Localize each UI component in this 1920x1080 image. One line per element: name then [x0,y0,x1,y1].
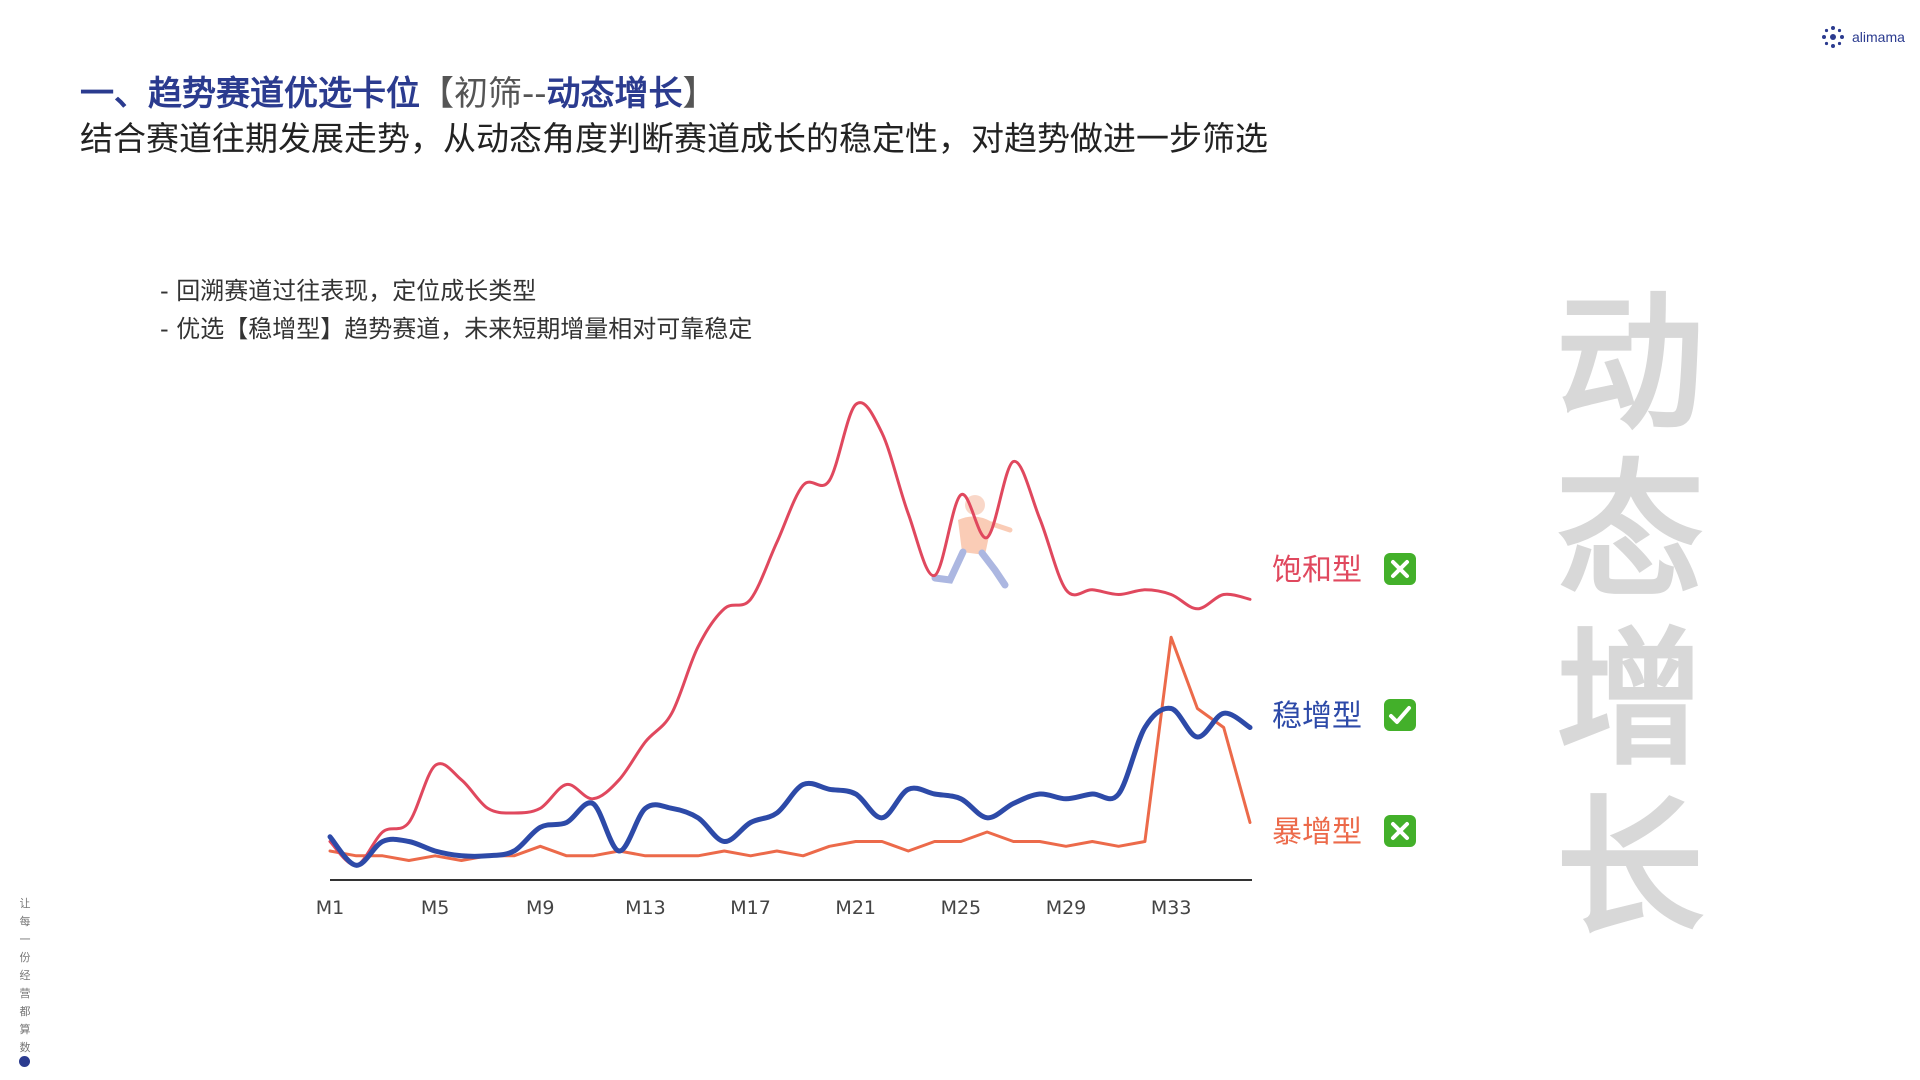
legend-label: 暴增型 [1272,815,1362,850]
x-tick-label: M17 [730,897,771,919]
legend-item: 暴增型 [1272,815,1416,850]
slogan-char: 让 [19,897,31,910]
cross-mark-icon-glyph [1391,822,1409,840]
slogan-char: 经 [19,969,31,982]
page-subtitle: 结合赛道往期发展走势，从动态角度判断赛道成长的稳定性，对趋势做进一步筛选 [80,119,1268,158]
check-mark-icon [1384,699,1416,731]
slogan-char: 都 [19,1005,31,1018]
slogan-char: 数 [19,1041,31,1054]
watermark-char: 动 [1556,278,1704,450]
x-tick-label: M9 [526,897,554,919]
bullet-list: - 回溯赛道过往表现，定位成长类型 - 优选【稳增型】趋势赛道，未来短期增量相对… [160,272,752,348]
x-tick-label: M33 [1151,897,1192,919]
title-step: 初筛 [454,74,522,114]
slogan-char: 算 [19,1023,31,1036]
cross-mark-icon-glyph [1391,560,1409,578]
watermark-char: 态 [1556,446,1704,618]
series-line-steady [327,705,1253,868]
legend-label: 稳增型 [1272,699,1362,734]
logo-text: alimama [1852,29,1905,45]
x-tick-label: M25 [941,897,982,919]
title-bracket-open: 【 [420,74,454,114]
alimama-star-icon [1822,26,1844,48]
slogan-char: 每 [19,915,31,928]
watermark-char: 长 [1556,782,1704,954]
x-tick-label: M29 [1046,897,1087,919]
watermark-text: 动 态 增 长 [1540,280,1720,952]
alimama-logo: alimama [1820,24,1905,50]
x-tick-label: M1 [316,897,344,919]
page-title: 一、趋势赛道优选卡位【初筛--动态增长】 [80,66,717,115]
legend-label: 饱和型 [1272,553,1362,588]
slogan-char: 营 [19,987,31,1000]
x-tick-label: M21 [835,897,876,919]
legend-item: 稳增型 [1272,699,1416,734]
watermark-char: 增 [1556,614,1704,786]
slogan-char: 一 [19,933,31,946]
runner-illustration [931,495,1013,589]
x-tick-label: M13 [625,897,666,919]
x-tick-label: M5 [421,897,449,919]
title-dash: -- [522,74,547,114]
slogan-char: 份 [19,951,31,964]
bullet-item: - 优选【稳增型】趋势赛道，未来短期增量相对可靠稳定 [160,315,753,343]
series-line-surge [328,635,1252,862]
page-dot [19,1056,30,1067]
title-bracket-close: 】 [682,74,717,114]
title-highlight: 动态增长 [546,74,683,114]
side-slogan: 让 每 一 份 经 营 都 算 数 [18,895,32,1057]
bullet-item: - 回溯赛道过往表现，定位成长类型 [160,277,537,305]
series-line-saturated [328,401,1252,867]
check-mark-icon-glyph [1389,706,1411,724]
title-main: 一、趋势赛道优选卡位 [80,74,420,114]
legend-item: 饱和型 [1272,553,1416,588]
